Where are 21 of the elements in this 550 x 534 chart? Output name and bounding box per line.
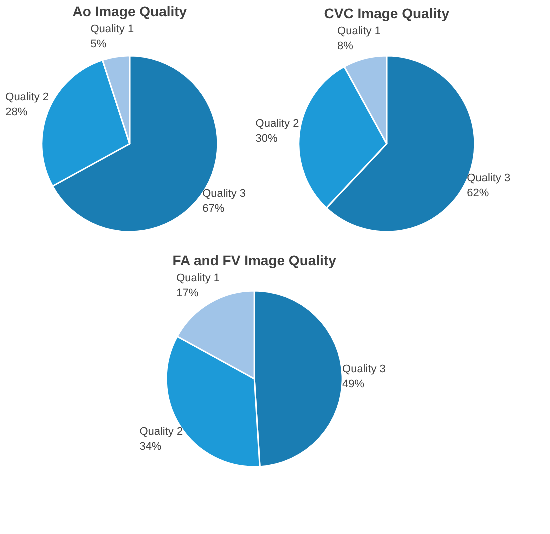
data-label: 67% <box>202 202 225 215</box>
data-label: 62% <box>467 187 490 200</box>
slice-label: Quality 1 <box>176 272 220 284</box>
data-label: 28% <box>6 106 28 119</box>
data-label: 8% <box>338 40 354 52</box>
data-label: 30% <box>256 133 278 146</box>
slice-label: Quality 1 <box>90 23 134 36</box>
data-label: 49% <box>342 378 365 391</box>
slice-label: Quality 2 <box>140 426 184 438</box>
slice-label: Quality 3 <box>467 172 511 184</box>
data-label: 34% <box>140 440 162 453</box>
slice-label: Quality 3 <box>202 188 246 200</box>
data-label: 5% <box>90 38 107 50</box>
chart-title: CVC Image Quality <box>324 5 450 22</box>
chart-title: FA and FV Image Quality <box>172 252 337 268</box>
slice-label: Quality 2 <box>256 118 300 130</box>
data-label: 17% <box>176 287 199 300</box>
slice-label: Quality 3 <box>342 364 386 376</box>
chart-title: Ao Image Quality <box>72 3 188 20</box>
slice-label: Quality 1 <box>338 25 381 38</box>
slice-label: Quality 2 <box>6 92 50 104</box>
